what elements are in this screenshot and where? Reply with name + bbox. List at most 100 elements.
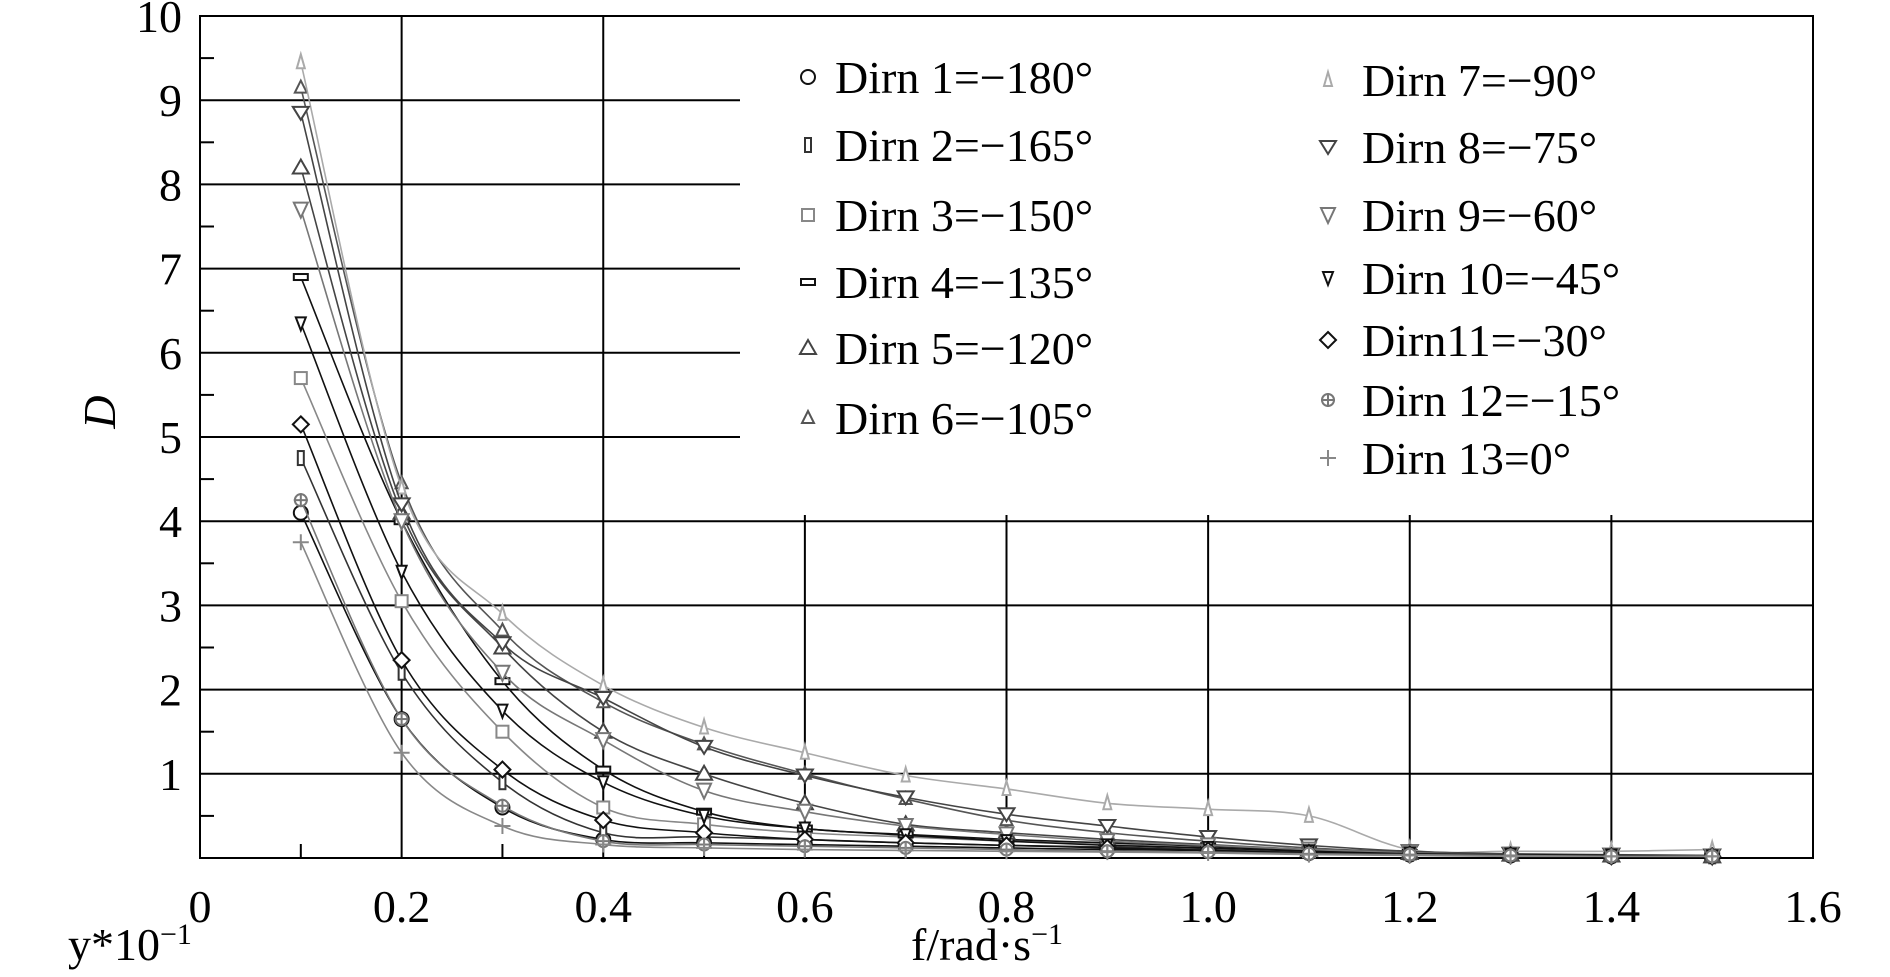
data-point <box>291 157 311 175</box>
data-point <box>801 208 815 222</box>
data-point <box>595 836 612 853</box>
data-point <box>796 841 813 858</box>
data-point <box>396 475 407 495</box>
x-tick-label: 1.6 <box>1784 881 1842 932</box>
legend-item: Dirn 5=−120° <box>798 323 1093 374</box>
data-point <box>293 493 308 508</box>
legend-item: Dirn 2=−165° <box>804 120 1093 171</box>
data-point <box>897 818 915 837</box>
y-scale-note-exponent: −1 <box>160 918 192 951</box>
legend-item: Dirn11=−30° <box>1318 315 1607 366</box>
legend-label: Dirn 5=−120° <box>835 323 1093 374</box>
data-point <box>395 564 409 582</box>
data-point <box>695 782 713 802</box>
data-point <box>593 810 613 830</box>
data-point <box>697 808 711 826</box>
data-point <box>1603 848 1620 865</box>
legend-label: Dirn 12=−15° <box>1362 375 1620 426</box>
data-point <box>291 105 311 122</box>
legend-item: Dirn 10=−45° <box>1321 253 1620 304</box>
x-tick-label: 1.4 <box>1583 881 1641 932</box>
series-line <box>300 112 1713 857</box>
y-tick-label: 10 <box>136 0 182 42</box>
data-point <box>291 414 311 434</box>
series-layer <box>291 50 1722 867</box>
y-tick-label: 2 <box>159 665 182 716</box>
series-13 <box>292 534 1721 865</box>
y-tick-label: 1 <box>159 749 182 800</box>
data-point <box>1300 846 1317 863</box>
data-point <box>493 760 512 780</box>
data-point <box>393 513 411 532</box>
data-point <box>800 278 816 286</box>
data-point <box>698 715 710 735</box>
data-point <box>394 594 409 609</box>
legend-label: Dirn 4=−135° <box>835 257 1093 308</box>
legend-item: Dirn 6=−105° <box>800 393 1093 444</box>
data-point <box>897 842 914 859</box>
legend-item: Dirn 13=0° <box>1320 433 1571 484</box>
data-point <box>292 273 309 282</box>
legend-item: Dirn 12=−15° <box>1321 375 1620 426</box>
data-point <box>998 843 1015 860</box>
legend-label: Dirn 13=0° <box>1362 433 1571 484</box>
data-point <box>694 739 714 756</box>
data-point <box>292 534 309 551</box>
data-point <box>1401 847 1418 864</box>
legend-item: Dirn 9=−60° <box>1319 190 1597 241</box>
data-point <box>497 602 508 621</box>
legend: Dirn 1=−180° Dirn 2=−165° Dirn 3=−150° Dirn… <box>742 18 1811 513</box>
data-point <box>900 763 912 783</box>
x-tick-label: 0 <box>189 881 212 932</box>
legend-item: Dirn 8=−75° <box>1318 122 1597 173</box>
data-point <box>295 50 307 70</box>
data-point <box>1097 819 1118 835</box>
data-point <box>798 821 812 839</box>
data-point <box>1303 804 1315 823</box>
x-tick-label: 0.4 <box>575 881 633 932</box>
legend-label: Dirn 8=−75° <box>1362 122 1597 173</box>
data-point <box>392 650 412 670</box>
y-axis-title: D <box>74 395 125 429</box>
data-point <box>1502 848 1519 865</box>
data-point <box>593 691 614 707</box>
data-point <box>296 450 305 467</box>
data-point <box>800 69 816 85</box>
x-tick-label: 1.2 <box>1381 881 1439 932</box>
data-point <box>694 763 714 781</box>
data-point <box>495 724 510 739</box>
y-tick-label: 8 <box>159 159 182 210</box>
data-point <box>393 744 410 761</box>
legend-label: Dirn 1=−180° <box>835 52 1093 103</box>
legend-item: Dirn 1=−180° <box>800 52 1093 103</box>
data-point <box>996 807 1017 824</box>
data-point <box>796 803 814 823</box>
data-point <box>294 316 308 334</box>
y-tick-label: 9 <box>159 75 182 126</box>
legend-label: Dirn 3=−150° <box>835 190 1093 241</box>
y-tick-label: 4 <box>159 496 182 547</box>
data-point <box>1320 450 1336 466</box>
data-point <box>799 741 811 760</box>
data-point <box>495 798 510 813</box>
x-axis-title: f/rad·s−1 <box>911 918 1063 971</box>
data-point <box>391 497 412 514</box>
y-tick-label: 3 <box>159 580 182 631</box>
data-point <box>293 371 308 386</box>
legend-item: Dirn 4=−135° <box>800 257 1093 308</box>
data-point <box>597 673 609 693</box>
x-tick-label: 0.2 <box>373 881 431 932</box>
data-point <box>895 790 916 807</box>
x-tick-label: 0.8 <box>978 881 1036 932</box>
legend-label: Dirn 2=−165° <box>835 120 1093 171</box>
data-point <box>493 664 512 684</box>
legend-item: Dirn 7=−90° <box>1322 55 1597 106</box>
data-point <box>595 765 612 774</box>
legend-label: Dirn 9=−60° <box>1362 190 1597 241</box>
data-point <box>1704 848 1721 865</box>
y-scale-note-base: y*10 <box>68 919 160 970</box>
x-tick-label: 0.6 <box>776 881 834 932</box>
data-point <box>800 408 816 424</box>
x-axis-title-base: f/rad·s <box>911 919 1031 970</box>
